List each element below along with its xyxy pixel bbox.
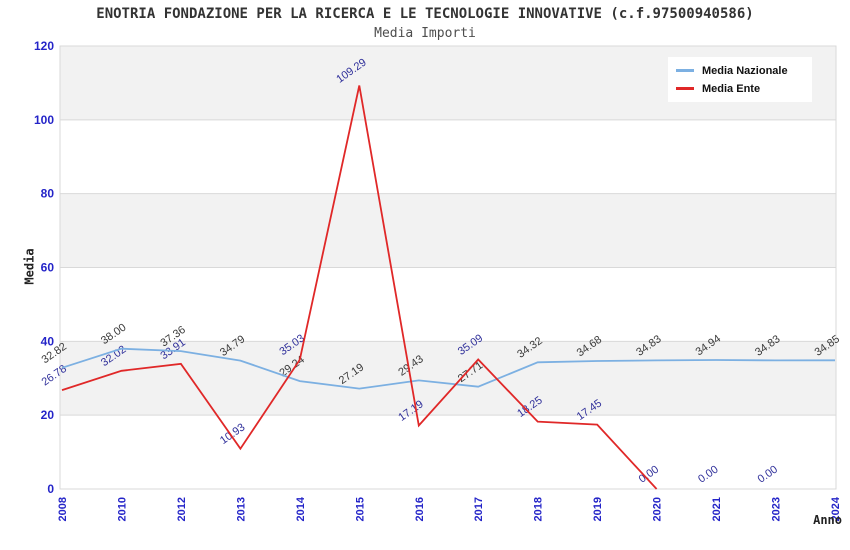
x-tick-label: 2012 bbox=[176, 497, 188, 521]
plot-border bbox=[59, 45, 837, 490]
media-ente-swatch-icon bbox=[676, 87, 694, 90]
x-tick-label: 2019 bbox=[592, 497, 604, 521]
legend-label-media-ente: Media Ente bbox=[702, 82, 761, 95]
y-tick-label: 80 bbox=[41, 187, 55, 201]
x-tick-label: 2016 bbox=[414, 497, 426, 521]
y-tick-label: 60 bbox=[41, 261, 55, 275]
legend-label-media-nazionale: Media Nazionale bbox=[702, 64, 788, 77]
y-tick-label: 40 bbox=[41, 334, 55, 348]
y-tick-label: 20 bbox=[41, 408, 55, 422]
plot-band bbox=[60, 415, 836, 489]
y-tick-label: 120 bbox=[34, 39, 54, 53]
x-tick-label: 2010 bbox=[116, 497, 128, 521]
x-axis-title: Anno bbox=[813, 513, 842, 527]
y-tick-label: 100 bbox=[34, 113, 54, 127]
x-tick-label: 2024 bbox=[830, 496, 842, 521]
x-tick-label: 2021 bbox=[711, 497, 723, 521]
chart-legend: Media Nazionale Media Ente bbox=[668, 57, 812, 102]
legend-item-media-nazionale: Media Nazionale bbox=[676, 65, 812, 77]
x-tick-label: 2017 bbox=[473, 497, 485, 521]
x-tick-label: 2014 bbox=[295, 496, 307, 521]
chart-subtitle: Media Importi bbox=[374, 26, 476, 41]
plot-band bbox=[60, 267, 836, 342]
x-tick-label: 2023 bbox=[771, 497, 783, 521]
x-tick-label: 2013 bbox=[235, 497, 247, 521]
chart-title: ENOTRIA FONDAZIONE PER LA RICERCA E LE T… bbox=[96, 6, 754, 22]
x-tick-label: 2008 bbox=[57, 497, 69, 521]
x-tick-label: 2020 bbox=[652, 497, 664, 521]
series-line-media-nazionale bbox=[61, 347, 836, 390]
y-axis-title: Media bbox=[22, 248, 37, 285]
x-tick-label: 2015 bbox=[354, 497, 366, 521]
series-line-media-ente bbox=[61, 85, 658, 490]
media-nazionale-swatch-icon bbox=[676, 69, 694, 72]
y-tick-label: 0 bbox=[47, 482, 54, 496]
x-tick-label: 2018 bbox=[533, 497, 545, 521]
plot-band bbox=[60, 341, 836, 416]
plot-band bbox=[60, 193, 836, 268]
legend-item-media-ente: Media Ente bbox=[676, 83, 812, 95]
plot-band bbox=[60, 119, 836, 194]
